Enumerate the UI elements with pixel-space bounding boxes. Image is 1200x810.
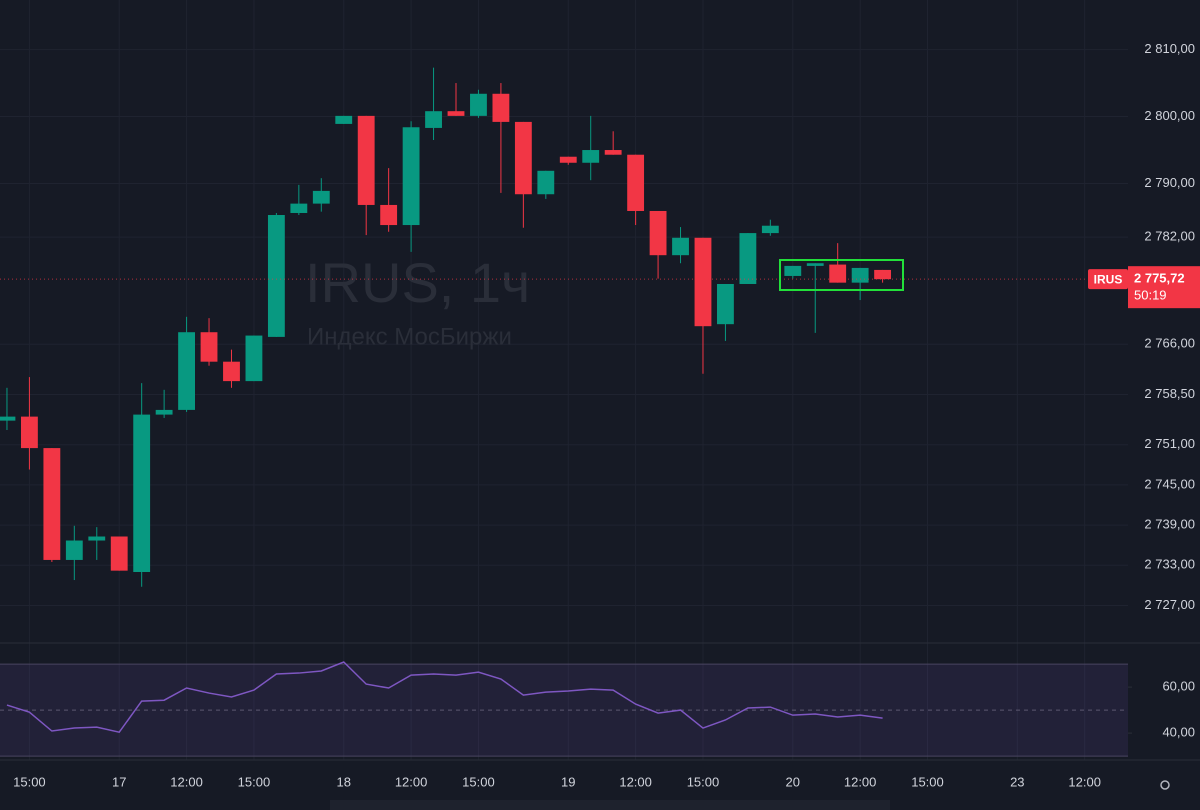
- y-tick-label: 2 739,00: [1144, 517, 1195, 532]
- x-tick-label: 12:00: [395, 774, 428, 789]
- candle-body: [806, 263, 824, 266]
- y-tick-label: 2 745,00: [1144, 476, 1195, 491]
- candle-body: [761, 225, 779, 234]
- y-tick-label: 2 758,50: [1144, 386, 1195, 401]
- labels: 15:00 17 12:00 15:00 18 12:00 15:00 19 12:00 15:0…: [13, 41, 1200, 789]
- candle-body: [425, 111, 442, 128]
- grid: [0, 0, 1132, 760]
- candle-body: [312, 190, 330, 204]
- candle-body: [245, 335, 263, 382]
- rsi-line: [6, 661, 883, 734]
- candle-body: [514, 121, 532, 195]
- y-tick-label: 2 810,00: [1144, 41, 1195, 56]
- y-tick-label: 2 751,00: [1144, 436, 1195, 451]
- x-tick-label: 12:00: [619, 774, 652, 789]
- candle-body: [829, 264, 847, 283]
- candle-body: [43, 448, 61, 560]
- settings-icon[interactable]: [1160, 780, 1170, 790]
- candle-body: [582, 150, 600, 163]
- candle-body: [290, 203, 308, 213]
- candle-body: [627, 154, 645, 211]
- symbol-label: IRUS: [1094, 272, 1123, 286]
- x-tick-label: 15:00: [462, 774, 495, 789]
- candle-body: [739, 233, 757, 284]
- x-tick-label: 15:00: [238, 774, 271, 789]
- highlight-box: [779, 259, 904, 291]
- candle-body: [694, 237, 712, 327]
- candle-body: [133, 414, 151, 573]
- candle-body: [447, 111, 465, 116]
- watermark-subtitle: Индекс МосБиржи: [307, 323, 512, 350]
- candle-body: [267, 215, 285, 337]
- candle-body: [851, 267, 869, 283]
- candle-body: [0, 416, 16, 421]
- candle-body: [20, 416, 38, 449]
- candle-body: [155, 409, 173, 415]
- marks: [0, 67, 1128, 734]
- rsi-tick-label: 60,00: [1162, 679, 1195, 694]
- y-tick-label: 2 733,00: [1144, 557, 1195, 572]
- price-label: 2 775,72: [1134, 271, 1185, 286]
- candle-body: [65, 540, 83, 560]
- y-tick-label: 2 800,00: [1144, 108, 1195, 123]
- x-tick-label: 15:00: [911, 774, 944, 789]
- y-tick-label: 2 766,00: [1144, 336, 1195, 351]
- x-tick-label: 23: [1010, 774, 1024, 789]
- watermark-title: IRUS, 1ч: [305, 251, 530, 314]
- x-tick-label: 20: [786, 774, 800, 789]
- y-tick-label: 2 790,00: [1144, 175, 1195, 190]
- toolbar[interactable]: [330, 800, 890, 810]
- x-tick-label: 18: [337, 774, 351, 789]
- x-tick-label: 12:00: [170, 774, 203, 789]
- y-tick-label: 2 727,00: [1144, 597, 1195, 612]
- candle-body: [178, 332, 195, 410]
- candle-body: [223, 361, 240, 382]
- candle-body: [672, 237, 689, 256]
- x-tick-label: 12:00: [1068, 774, 1101, 789]
- candle-body: [784, 265, 802, 276]
- x-tick-label: 12:00: [844, 774, 877, 789]
- candle-body: [380, 204, 398, 226]
- candle-body: [402, 127, 420, 226]
- x-tick-label: 15:00: [687, 774, 720, 789]
- symbol-tag: [1088, 269, 1128, 290]
- candle-body: [874, 269, 892, 280]
- candle-body: [88, 536, 106, 541]
- candle-body: [559, 156, 577, 163]
- x-tick-label: 19: [561, 774, 575, 789]
- rsi-band: [0, 664, 1128, 757]
- y-tick-label: 2 782,00: [1144, 229, 1195, 244]
- x-tick-label: 15:00: [13, 774, 46, 789]
- candle-body: [470, 93, 487, 116]
- countdown-label: 50:19: [1134, 288, 1167, 303]
- candle-body: [357, 115, 375, 205]
- candle-body: [335, 115, 353, 124]
- price-tag: [1128, 266, 1200, 309]
- candle-body: [492, 93, 510, 122]
- candle-body: [649, 210, 667, 256]
- rsi-tick-label: 40,00: [1162, 725, 1195, 740]
- candle-body: [604, 150, 622, 155]
- candle-body: [537, 170, 555, 195]
- candle-body: [200, 332, 218, 362]
- candle-body: [110, 536, 128, 571]
- x-tick-label: 17: [112, 774, 126, 789]
- candle-body: [717, 283, 734, 325]
